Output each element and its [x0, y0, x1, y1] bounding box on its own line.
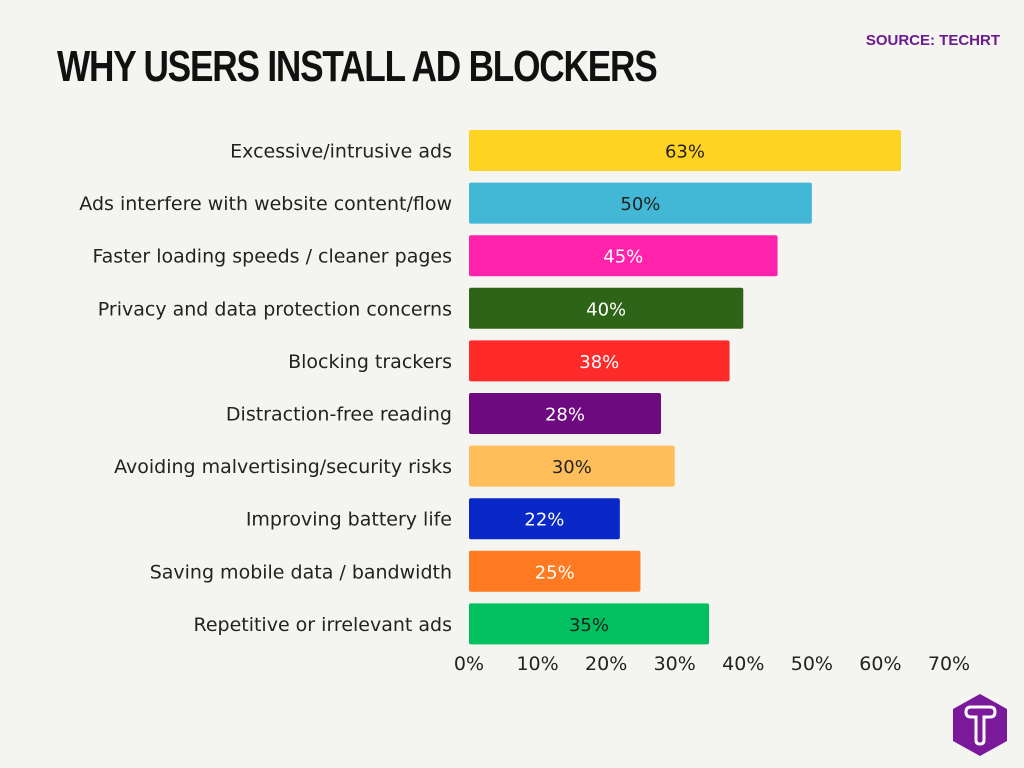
source-label: SOURCE: TECHRT [865, 32, 1000, 49]
bar [469, 235, 778, 277]
techrt-logo-icon [953, 694, 1007, 756]
data-label: 28% [545, 405, 585, 426]
data-label: 25% [535, 562, 575, 583]
category-label: Ads interfere with website content/flow [79, 193, 452, 215]
x-tick-label: 30% [654, 653, 696, 675]
category-label: Repetitive or irrelevant ads [193, 614, 452, 636]
data-label: 22% [524, 510, 564, 531]
x-tick-label: 50% [791, 653, 833, 675]
x-tick-label: 70% [928, 653, 970, 675]
bar [469, 393, 661, 434]
bar [469, 130, 901, 171]
x-tick-label: 10% [516, 653, 558, 675]
data-label: 35% [569, 615, 609, 636]
category-label: Excessive/intrusive ads [230, 141, 452, 163]
bar [469, 340, 730, 382]
data-label: 45% [603, 247, 643, 268]
bar [469, 182, 812, 224]
bar [469, 287, 744, 329]
x-tick-label: 20% [585, 653, 627, 675]
category-label: Faster loading speeds / cleaner pages [92, 246, 452, 268]
data-label: 63% [665, 142, 705, 163]
data-label: 40% [586, 299, 626, 320]
bar [469, 498, 620, 540]
x-tick-label: 0% [454, 653, 484, 675]
x-tick-label: 60% [859, 653, 901, 675]
category-label: Saving mobile data / bandwidth [150, 561, 452, 583]
bar [469, 603, 709, 645]
category-label: Avoiding malvertising/security risks [114, 456, 452, 478]
data-label: 30% [552, 457, 592, 478]
category-label: Privacy and data protection concerns [98, 298, 452, 320]
bar [469, 445, 675, 487]
category-label: Distraction-free reading [226, 404, 452, 426]
category-label: Improving battery life [246, 509, 452, 531]
data-label: 38% [579, 352, 619, 373]
data-label: 50% [620, 194, 660, 215]
category-label: Blocking trackers [288, 351, 452, 373]
chart-title: WHY USERS INSTALL AD BLOCKERS [57, 42, 658, 91]
x-tick-label: 40% [722, 653, 764, 675]
bar [469, 550, 641, 592]
